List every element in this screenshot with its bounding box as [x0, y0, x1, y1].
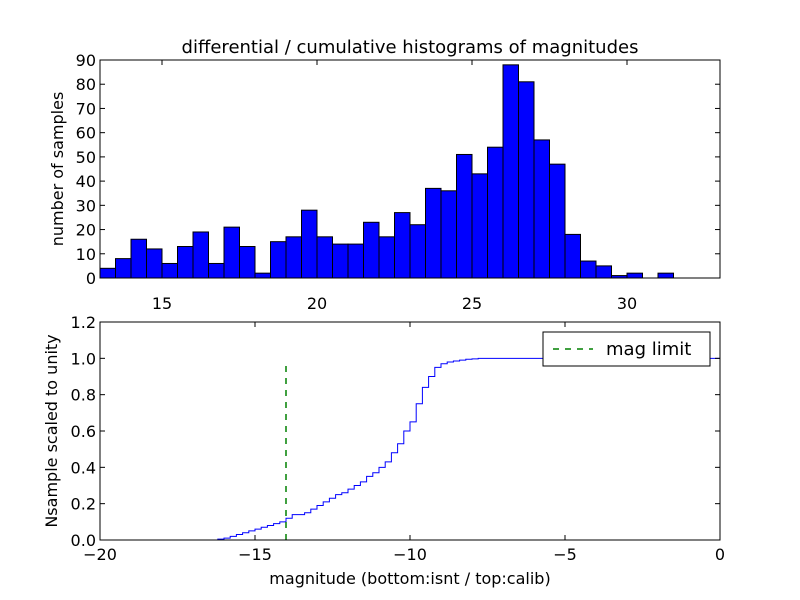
histogram-ylabel: number of samples [48, 92, 67, 247]
cumulative-ytick-label: 0.2 [71, 495, 96, 514]
histogram-bar [626, 272, 643, 279]
histogram-ytick-label: 70 [76, 99, 96, 118]
histogram-xtick-label: 30 [617, 294, 637, 313]
histogram-bar [471, 173, 488, 279]
histogram-xtick-label: 15 [152, 294, 172, 313]
histogram-axes-frame [99, 59, 721, 279]
histogram-bar [549, 163, 566, 279]
histogram-bar [177, 246, 194, 279]
histogram-bar [564, 233, 581, 279]
histogram-bar [254, 272, 271, 279]
histogram-bar [502, 64, 519, 279]
histogram-bar [115, 258, 132, 279]
histogram-bar [270, 241, 287, 279]
histogram-ytick-label: 60 [76, 124, 96, 143]
histogram-ytick-label: 90 [76, 51, 96, 70]
histogram-bar [440, 190, 457, 279]
cumulative-ytick-label: 0.8 [71, 386, 96, 405]
cumulative-ylabel: Nsample scaled to unity [42, 334, 61, 527]
histogram-bar [192, 231, 209, 279]
histogram-bars [99, 64, 674, 279]
cumulative-ytick-label: 0.0 [71, 531, 96, 550]
histogram-bar [347, 243, 364, 279]
cumulative-ytick-label: 1.2 [71, 313, 96, 332]
cumulative-xtick-label: −10 [393, 545, 427, 564]
histogram-bar [316, 236, 333, 279]
histogram-bar [518, 81, 535, 279]
histogram-panel: differential / cumulative histograms of … [48, 37, 721, 313]
cumulative-ytick-label: 1.0 [71, 349, 96, 368]
histogram-bar [394, 212, 411, 279]
cumulative-xtick-label: −15 [238, 545, 272, 564]
cumulative-ytick-label: 0.4 [71, 458, 96, 477]
histogram-bar [456, 153, 473, 279]
histogram-bar [580, 260, 597, 279]
histogram-xtick-label: 20 [307, 294, 327, 313]
histogram-bar [99, 267, 116, 279]
histogram-bar [285, 236, 302, 279]
histogram-bar [363, 221, 380, 279]
histogram-bar [487, 146, 504, 279]
histogram-bar [146, 248, 163, 279]
histogram-ytick-label: 10 [76, 245, 96, 264]
cumulative-xtick-label: 0 [715, 545, 725, 564]
histogram-bar [208, 262, 225, 279]
histogram-bar [223, 226, 240, 279]
cumulative-xtick-label: −20 [83, 545, 117, 564]
histogram-x-ticks: 15 20 25 30 [152, 60, 637, 313]
histogram-bar [130, 238, 147, 279]
histogram-y-ticks: 0 10 20 30 40 50 60 70 80 90 [76, 51, 720, 288]
histogram-ytick-label: 40 [76, 172, 96, 191]
legend-mag-limit-label: mag limit [606, 339, 691, 360]
cumulative-xtick-label: −5 [553, 545, 577, 564]
histogram-bar [533, 139, 550, 279]
histogram-bar [332, 243, 349, 279]
histogram-bar [425, 187, 442, 279]
cumulative-x-ticks: −20 −15 −10 −5 0 [83, 322, 725, 564]
cumulative-y-ticks: 0.0 0.2 0.4 0.6 0.8 1.0 1.2 [71, 313, 720, 550]
histogram-bar [161, 262, 178, 279]
histogram-bar [301, 209, 318, 279]
histogram-ytick-label: 50 [76, 148, 96, 167]
histogram-bar [409, 224, 426, 279]
cumulative-panel: 0.0 0.2 0.4 0.6 0.8 1.0 1.2 −20 −15 −10 −5 0 magni… [42, 313, 725, 588]
cumulative-step-line [100, 357, 721, 541]
histogram-xtick-label: 25 [462, 294, 482, 313]
cumulative-lines [100, 357, 721, 541]
histogram-ytick-label: 0 [86, 269, 96, 288]
histogram-ytick-label: 20 [76, 221, 96, 240]
legend: mag limit [542, 331, 711, 367]
histogram-bar [595, 265, 612, 279]
histogram-bar [378, 236, 395, 279]
histogram-bar [657, 272, 674, 279]
histogram-ytick-label: 80 [76, 75, 96, 94]
histogram-title: differential / cumulative histograms of … [182, 37, 639, 58]
histogram-ytick-label: 30 [76, 196, 96, 215]
cumulative-xlabel: magnitude (bottom:isnt / top:calib) [269, 569, 550, 588]
histogram-bar [239, 246, 256, 279]
cumulative-ytick-label: 0.6 [71, 422, 96, 441]
